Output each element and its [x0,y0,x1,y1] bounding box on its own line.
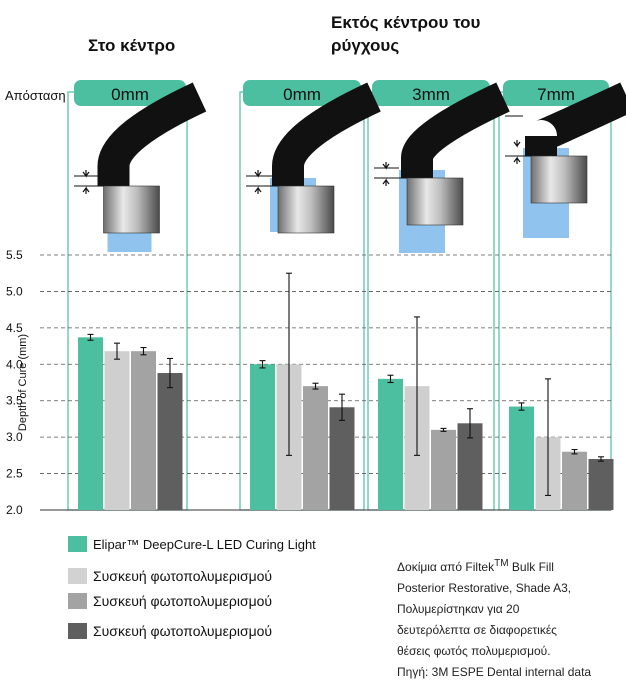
curing-light-illustration [246,82,381,234]
header-center: Στο κέντρο [88,36,176,55]
legend-swatch-dark-gray [68,623,87,639]
error-bar [312,382,319,390]
note-line-3: Πολυμερίστηκαν για 20 [397,602,520,616]
legend-swatch-light-gray [68,568,87,584]
error-bar [140,346,147,356]
distance-arrow-icon [82,186,90,194]
bar-device-2 [431,429,456,510]
source-note: Δοκίμια από FiltekTM Bulk Fill Posterior… [397,553,622,683]
panel-distance-label: 7mm [537,85,575,104]
header-off-center: Εκτός κέντρου του ρύγχους [331,13,481,55]
note-line-4: δευτερόλεπτα σε διαφορετικές [397,623,557,637]
panel-distance-label: 0mm [283,85,321,104]
error-bar [571,448,578,455]
y-tick-label: 2.0 [6,503,23,517]
legend-swatch-mid-gray [68,593,87,609]
error-bar [545,378,551,496]
bar-deepcure [378,378,403,510]
light-guide-tube [97,82,207,186]
error-bar [114,342,120,360]
curing-light-illustration [505,82,626,238]
y-tick-label: 5.5 [6,248,23,262]
bar-device-3 [588,459,614,510]
note-line-5: θέσεις φωτός πολυμερισμού. [397,644,551,658]
note-line-2: Posterior Restorative, Shade A3, [397,581,572,595]
error-bar [414,316,420,456]
legend-swatch-teal [68,536,87,552]
error-bar [467,408,473,439]
y-tick-label: 4.5 [6,321,23,335]
legend-label: Συσκευή φωτοπολυμερισμού [93,568,273,584]
error-bar [440,427,447,432]
bar-deepcure [509,406,534,510]
distance-axis-label: Απόσταση [5,88,66,103]
light-guide-head [103,185,160,234]
panel-distance-label: 0mm [111,85,149,104]
bar-device-1 [104,351,130,510]
distance-arrow-icon [382,162,390,170]
y-tick-label: 4.0 [6,357,23,371]
distance-arrow-icon [513,140,521,148]
note-line-6: Πηγή: 3M ESPE Dental internal data [397,665,592,679]
curing-light-illustration [74,82,207,252]
error-bar [87,333,94,341]
legend-label: Elipar™ DeepCure-L LED Curing Light [93,536,316,552]
error-bar [259,360,266,369]
legend-label: Συσκευή φωτοπολυμερισμού [93,593,273,609]
y-axis: 2.0 2.5 3.0 3.5 4.0 4.5 5.0 5.5 [6,248,611,517]
error-bar [518,402,525,411]
bar-device-3 [157,373,183,510]
light-guide-head [406,177,464,226]
distance-arrow-icon [82,170,90,178]
y-tick-label: 2.5 [6,467,23,481]
curing-light-illustration [374,82,510,253]
legend-label: Συσκευή φωτοπολυμερισμού [93,623,273,639]
panel-tab [372,80,490,106]
y-tick-label: 3.0 [6,430,23,444]
legend-item-device-3: Συσκευή φωτοπολυμερισμού [68,623,272,639]
bar-device-2 [303,386,328,510]
note-line-1: Δοκίμια από FiltekTM Bulk Fill [397,558,554,574]
distance-arrow-icon [513,156,521,164]
light-guide-tube [272,82,381,186]
error-bar [598,456,604,462]
error-bar [387,374,394,384]
distance-arrow-icon [254,186,262,194]
panel-tab [503,80,609,106]
distance-arrow-icon [382,178,390,186]
error-bar [167,357,173,389]
y-tick-label: 3.5 [6,394,23,408]
y-axis-label: Depth of Cure (mm) [17,334,29,431]
y-tick-label: 5.0 [6,284,23,298]
legend-item-device-1: Συσκευή φωτοπολυμερισμού [68,568,272,584]
light-guide-head [277,185,335,234]
distance-arrow-icon [254,170,262,178]
bar-device-2 [131,351,156,510]
bar-device-2 [562,451,587,510]
light-guide-tube [401,82,510,178]
legend-item-device-2: Συσκευή φωτοπολυμερισμού [68,593,272,609]
error-bar [286,272,292,456]
panel-tab [243,80,361,106]
bar-device-3 [329,407,355,510]
legend-item-deepcure: Elipar™ DeepCure-L LED Curing Light [68,536,316,552]
bar-deepcure [250,364,275,510]
bar-deepcure [78,337,103,510]
panel-tab [74,80,186,106]
error-bar [339,393,345,421]
light-guide-head [530,155,588,204]
panel-distance-label: 3mm [412,85,450,104]
light-beam [107,233,152,252]
